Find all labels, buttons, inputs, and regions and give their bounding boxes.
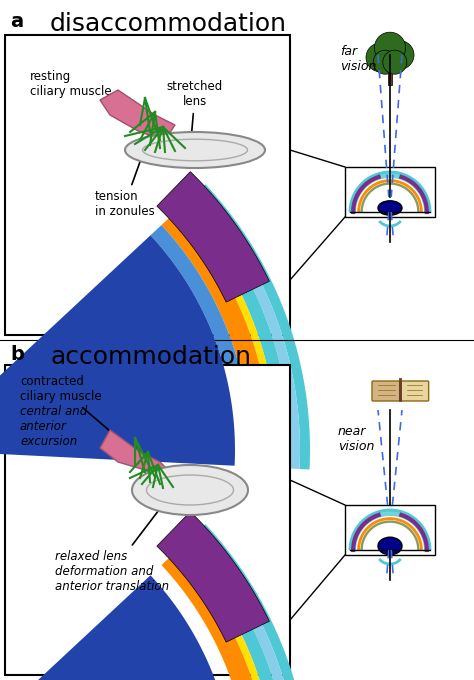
Polygon shape (176, 547, 277, 680)
Polygon shape (191, 191, 300, 469)
Polygon shape (150, 225, 250, 466)
Bar (388, 67, 392, 85)
Ellipse shape (125, 132, 265, 168)
Polygon shape (198, 524, 310, 680)
Circle shape (374, 32, 406, 63)
Circle shape (385, 41, 414, 69)
Polygon shape (0, 575, 235, 680)
FancyBboxPatch shape (5, 365, 290, 675)
Ellipse shape (378, 201, 402, 215)
FancyBboxPatch shape (401, 381, 428, 401)
Text: resting
ciliary muscle: resting ciliary muscle (30, 70, 128, 111)
Polygon shape (350, 172, 430, 212)
FancyBboxPatch shape (372, 381, 400, 401)
Polygon shape (360, 182, 419, 212)
Circle shape (373, 50, 397, 74)
Polygon shape (0, 235, 235, 466)
Text: b: b (10, 345, 24, 364)
Polygon shape (100, 90, 175, 140)
Circle shape (383, 50, 407, 74)
Text: tension
in zonules: tension in zonules (95, 122, 155, 218)
Polygon shape (162, 551, 270, 680)
Ellipse shape (378, 537, 402, 555)
Polygon shape (181, 198, 290, 469)
Polygon shape (162, 211, 270, 467)
Polygon shape (191, 531, 300, 680)
Text: a: a (10, 12, 23, 31)
Polygon shape (100, 430, 170, 480)
Text: far
vision: far vision (340, 45, 376, 73)
Polygon shape (350, 510, 430, 550)
Text: stretched
lens: stretched lens (167, 80, 223, 149)
Polygon shape (357, 517, 423, 550)
Text: disaccommodation: disaccommodation (50, 12, 287, 36)
Polygon shape (360, 520, 419, 550)
Polygon shape (157, 171, 269, 302)
FancyBboxPatch shape (5, 35, 290, 335)
Text: relaxed lens
deformation and
anterior translation: relaxed lens deformation and anterior tr… (55, 487, 176, 593)
Polygon shape (198, 184, 310, 469)
Polygon shape (357, 180, 423, 212)
Polygon shape (176, 207, 277, 468)
Circle shape (366, 43, 395, 72)
Polygon shape (181, 538, 290, 680)
Polygon shape (157, 511, 269, 642)
Text: near
vision: near vision (338, 425, 374, 453)
Ellipse shape (132, 465, 248, 515)
Text: accommodation: accommodation (50, 345, 251, 369)
Text: central and
anterior
excursion: central and anterior excursion (20, 405, 87, 448)
Text: contracted
ciliary muscle: contracted ciliary muscle (20, 375, 136, 453)
